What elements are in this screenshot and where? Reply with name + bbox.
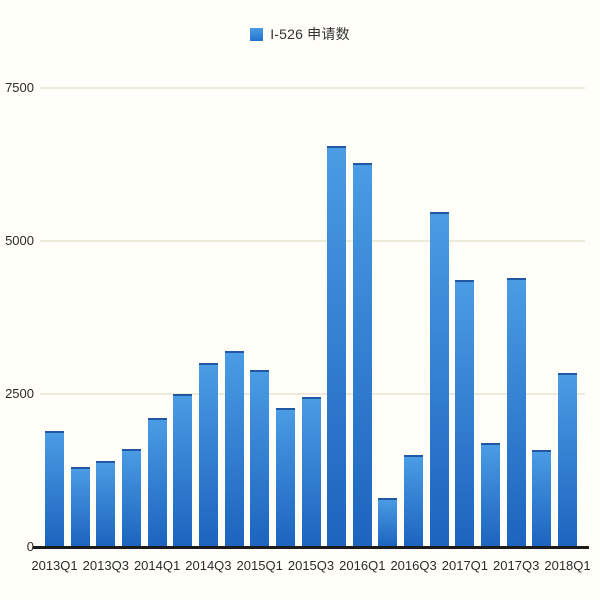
gridline-5000: [40, 240, 585, 242]
bar-2017Q4: [532, 450, 552, 547]
x-axis-tick-label: 2018Q1: [544, 558, 591, 573]
bar-2017Q2: [481, 443, 501, 547]
x-axis-tick-label: 2013Q1: [31, 558, 78, 573]
bar-2013Q2: [70, 467, 90, 547]
bar-2014Q2: [173, 394, 193, 547]
x-axis-tick-label: 2015Q1: [236, 558, 283, 573]
x-axis-tick-label: 2017Q3: [493, 558, 540, 573]
bar-2016Q4: [429, 212, 449, 547]
chart-legend: I-526 申请数: [0, 24, 600, 44]
bar-2015Q4: [327, 146, 347, 547]
x-axis-tick-label: 2013Q3: [82, 558, 129, 573]
y-axis-tick-label: 2500: [5, 386, 34, 401]
plot-area: [38, 87, 588, 547]
gridline-2500: [40, 393, 585, 395]
x-axis-tick-label: 2015Q3: [287, 558, 335, 573]
bar-2015Q1: [250, 370, 270, 547]
bar-2017Q3: [506, 278, 526, 547]
bar-2016Q2: [378, 498, 398, 547]
bar-2018Q1: [558, 373, 577, 547]
x-axis-tick-label: 2017Q1: [441, 558, 489, 573]
x-axis-tick-label: 2014Q3: [185, 558, 232, 573]
bar-2013Q3: [96, 461, 116, 547]
bar-2017Q1: [455, 280, 475, 547]
bar-2014Q4: [224, 351, 244, 547]
legend-label: I-526 申请数: [270, 26, 350, 42]
y-axis-tick-label: 0: [26, 539, 34, 554]
x-axis-tick-label: 2016Q1: [339, 558, 386, 573]
legend-swatch-icon: [250, 27, 264, 41]
y-axis-tick-label: 5000: [5, 233, 34, 248]
y-axis-tick-label: 7500: [5, 80, 34, 95]
gridline-7500: [40, 87, 585, 89]
x-axis-tick-label: 2014Q1: [133, 558, 181, 573]
bar-2014Q3: [198, 363, 218, 547]
x-axis-line: [33, 546, 589, 549]
bar-2015Q3: [301, 397, 321, 547]
bar-2016Q1: [352, 163, 372, 547]
bar-2015Q2: [275, 408, 295, 547]
bar-2013Q4: [121, 449, 141, 547]
x-axis-tick-label: 2016Q3: [390, 558, 437, 573]
bar-2014Q1: [147, 418, 167, 547]
bar-2016Q3: [404, 455, 424, 547]
bar-2013Q1: [45, 431, 64, 547]
